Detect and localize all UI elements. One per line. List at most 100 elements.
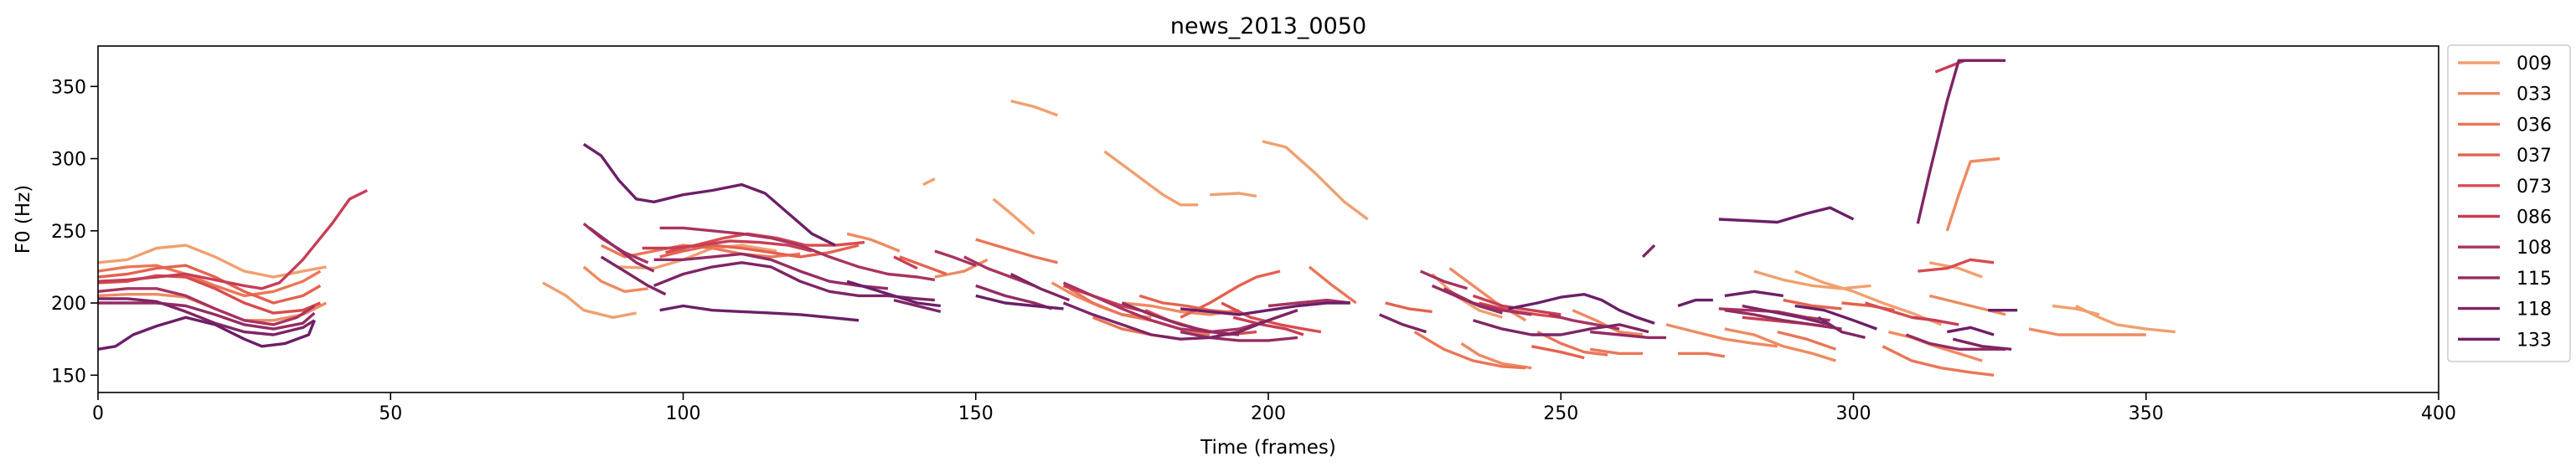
series-line-segment — [1062, 301, 1298, 341]
series-line-segment — [1431, 284, 1503, 315]
series-line-segment — [97, 264, 322, 298]
series-line-segment — [1308, 265, 1357, 305]
series-line-segment — [975, 294, 1064, 310]
series-line-segment — [97, 188, 369, 290]
legend-label: 036 — [2517, 115, 2552, 136]
series-line-segment — [893, 298, 942, 314]
y-axis: 150 200 250 300 350 — [51, 77, 98, 387]
series-line-segment — [1724, 309, 1842, 331]
series-line-segment — [1180, 301, 1350, 316]
series-line-segment — [934, 249, 977, 267]
series-line-segment — [1817, 316, 1866, 340]
series-line-segment — [1103, 150, 1199, 207]
x-axis-title: Time (frames) — [1200, 437, 1336, 459]
series-line-segment — [1882, 345, 1995, 377]
series-line-segment — [1887, 330, 1983, 362]
x-tick-label: 0 — [92, 403, 104, 424]
legend-label: 108 — [2517, 238, 2552, 259]
series-line-segment — [992, 198, 1035, 235]
series-line-segment — [899, 255, 947, 276]
series-line-segment — [1460, 341, 1532, 370]
series-line-segment — [1232, 316, 1304, 336]
series-line-segment — [1590, 330, 1666, 340]
series-line-segment — [1210, 192, 1257, 198]
series-line-segment — [1724, 290, 1784, 298]
series-line-segment — [659, 244, 860, 259]
x-tick-label: 200 — [1251, 403, 1286, 424]
series-line-segment — [1718, 206, 1855, 224]
series-line-segment — [1508, 293, 1655, 325]
series-115 — [98, 227, 2006, 351]
series-line-segment — [588, 227, 655, 273]
y-tick-label: 150 — [51, 366, 86, 387]
series-line-segment — [1912, 316, 1959, 326]
series-line-segment — [1531, 345, 1585, 360]
plot-lines — [97, 59, 2176, 377]
series-line-segment — [1385, 301, 1433, 314]
series-line-segment — [893, 255, 918, 270]
legend-label: 037 — [2517, 146, 2552, 167]
x-axis: 0 50 100 150 200 250 300 350 400 — [92, 392, 2456, 424]
x-tick-label: 300 — [1836, 403, 1871, 424]
series-line-segment — [1677, 298, 1713, 308]
y-tick-label: 300 — [51, 150, 86, 171]
series-line-segment — [97, 316, 316, 351]
series-line-segment — [1952, 337, 2012, 351]
series-line-segment — [1742, 304, 1831, 326]
series-line-segment — [1678, 351, 1726, 358]
y-tick-label: 250 — [51, 222, 86, 243]
x-tick-label: 50 — [379, 403, 402, 424]
legend: 009 033 036 037 073 086 108 115 118 133 — [2447, 44, 2571, 362]
legend-label: 086 — [2517, 208, 2552, 228]
series-line-segment — [1918, 258, 1995, 273]
series-line-segment — [1009, 272, 1071, 302]
series-line-segment — [1665, 323, 1778, 348]
series-line-segment — [1589, 347, 1643, 356]
y-axis-title: F0 (Hz) — [13, 185, 34, 254]
series-line-segment — [1794, 304, 1877, 331]
series-line-segment — [1221, 301, 1322, 334]
x-tick-label: 250 — [1543, 403, 1578, 424]
series-line-segment — [1413, 331, 1526, 370]
series-line-segment — [1262, 140, 1369, 221]
y-tick-label: 350 — [51, 77, 86, 98]
legend-label: 115 — [2517, 269, 2552, 290]
series-line-segment — [1473, 319, 1649, 336]
series-line-segment — [2028, 327, 2146, 336]
x-tick-label: 100 — [666, 403, 701, 424]
series-line-segment — [1431, 273, 1503, 319]
series-line-segment — [1905, 333, 2006, 351]
series-line-segment — [1753, 269, 1871, 290]
x-tick-label: 350 — [2129, 403, 2164, 424]
series-line-segment — [1724, 327, 1837, 362]
y-tick-label: 200 — [51, 294, 86, 315]
series-line-segment — [1180, 330, 1298, 342]
series-line-segment — [1419, 269, 1468, 290]
series-line-segment — [1946, 326, 1995, 336]
series-line-segment — [1794, 269, 1942, 326]
series-line-segment — [97, 244, 327, 279]
series-line-segment — [1928, 261, 1983, 279]
x-tick-label: 150 — [958, 403, 994, 424]
series-133 — [97, 142, 2018, 351]
series-line-segment — [1180, 269, 1281, 319]
legend-label: 033 — [2517, 85, 2552, 105]
legend-label: 118 — [2517, 300, 2552, 321]
series-line-segment — [1121, 301, 1240, 336]
series-line-segment — [1379, 313, 1427, 334]
series-line-segment — [582, 142, 836, 247]
series-line-segment — [1945, 156, 2000, 232]
series-line-segment — [1138, 294, 1240, 315]
series-036 — [97, 238, 1995, 377]
series-line-segment — [1536, 331, 1608, 357]
series-line-segment — [846, 280, 942, 308]
series-line-segment — [1777, 330, 1837, 351]
series-line-segment — [659, 226, 936, 282]
series-line-segment — [2075, 304, 2176, 334]
series-line-segment — [600, 255, 667, 296]
series-line-segment — [582, 265, 648, 293]
series-line-segment — [97, 264, 322, 305]
series-line-segment — [1783, 298, 1842, 310]
